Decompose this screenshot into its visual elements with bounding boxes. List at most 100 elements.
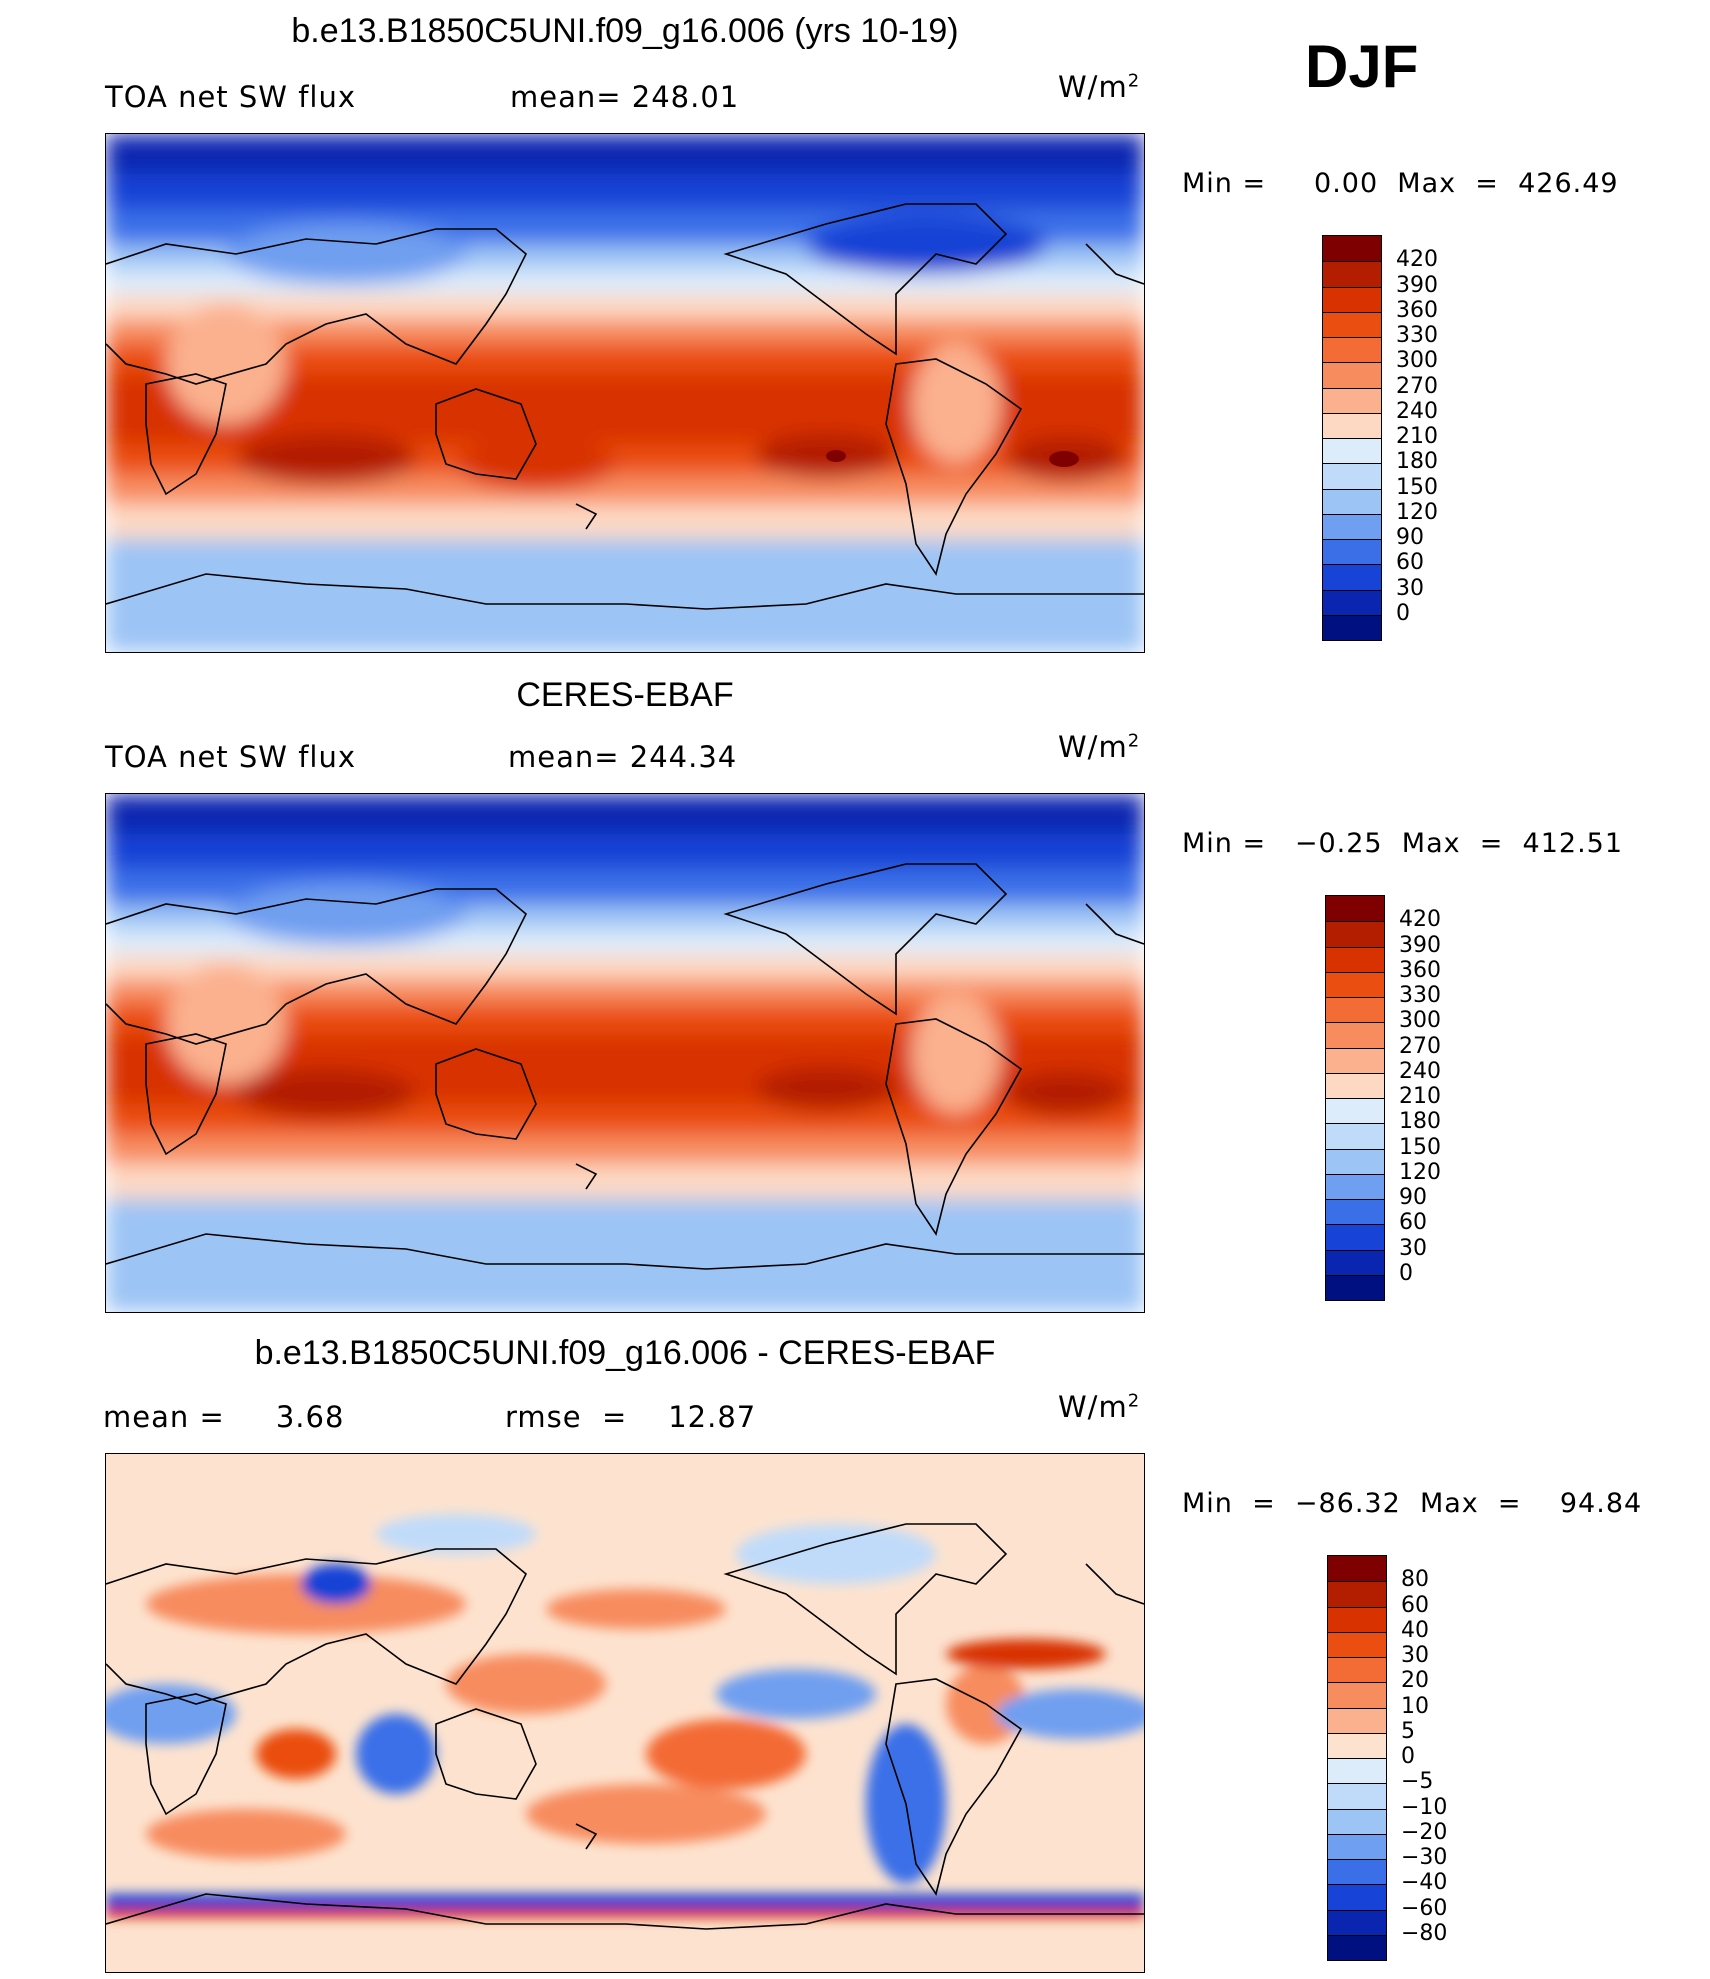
panel-3-colorbar xyxy=(1327,1555,1387,1961)
panel-1-colorbar xyxy=(1322,235,1382,641)
colorbar-segment xyxy=(1323,539,1381,565)
colorbar-tick-label: 240 xyxy=(1396,398,1438,424)
colorbar-tick-label: 120 xyxy=(1396,499,1438,525)
colorbar-tick-label: 420 xyxy=(1399,907,1441,933)
colorbar-tick-label: 80 xyxy=(1401,1567,1429,1593)
colorbar-tick-label: −30 xyxy=(1401,1845,1448,1870)
colorbar-segment xyxy=(1323,286,1381,312)
colorbar-segment xyxy=(1328,1833,1386,1859)
colorbar-segment xyxy=(1328,1732,1386,1758)
colorbar-segment xyxy=(1323,614,1381,640)
colorbar-tick-label: 120 xyxy=(1399,1159,1441,1185)
colorbar-tick-label: 60 xyxy=(1401,1592,1429,1618)
colorbar-segment xyxy=(1323,412,1381,438)
panel-2-mean-label: mean= 244.34 xyxy=(508,740,738,774)
colorbar-tick-label: 240 xyxy=(1399,1058,1441,1084)
colorbar-segment xyxy=(1328,1808,1386,1834)
panel-2-colorbar xyxy=(1325,895,1385,1301)
colorbar-tick-label: 330 xyxy=(1399,983,1441,1008)
colorbar-segment xyxy=(1326,1148,1384,1174)
colorbar-tick-label: 270 xyxy=(1399,1033,1441,1059)
panel-2-units: W/m2 xyxy=(1058,730,1141,764)
colorbar-segment xyxy=(1328,1884,1386,1910)
colorbar-tick-label: −60 xyxy=(1401,1895,1448,1921)
colorbar-segment xyxy=(1326,997,1384,1023)
colorbar-tick-label: 150 xyxy=(1396,474,1438,500)
panel-1-title: b.e13.B1850C5UNI.f09_g16.006 (yrs 10-19) xyxy=(291,12,959,50)
colorbar-segment xyxy=(1328,1682,1386,1708)
colorbar-segment xyxy=(1328,1783,1386,1809)
colorbar-segment xyxy=(1326,1072,1384,1098)
colorbar-tick-label: 180 xyxy=(1399,1109,1441,1135)
colorbar-tick-label: 390 xyxy=(1399,932,1441,958)
panel-2-minmax: Min = −0.25 Max = 412.51 xyxy=(1182,828,1624,859)
colorbar-tick-label: −5 xyxy=(1401,1769,1434,1795)
colorbar-segment xyxy=(1326,971,1384,997)
colorbar-tick-label: 0 xyxy=(1401,1744,1415,1769)
colorbar-segment xyxy=(1328,1606,1386,1632)
colorbar-tick-label: 150 xyxy=(1399,1134,1441,1160)
colorbar-segment xyxy=(1323,463,1381,489)
panel-3-rmse-label: rmse = 12.87 xyxy=(505,1400,757,1434)
colorbar-tick-label: 40 xyxy=(1401,1617,1429,1643)
colorbar-segment xyxy=(1323,236,1381,262)
colorbar-tick-label: −10 xyxy=(1401,1794,1448,1820)
colorbar-segment xyxy=(1323,362,1381,388)
panel-2-variable-label: TOA net SW flux xyxy=(105,740,357,774)
colorbar-segment xyxy=(1326,1173,1384,1199)
colorbar-segment xyxy=(1328,1657,1386,1683)
panel-1-map xyxy=(105,133,1145,653)
panel-1-variable-label: TOA net SW flux xyxy=(105,80,357,114)
colorbar-segment xyxy=(1328,1556,1386,1582)
colorbar-tick-label: 90 xyxy=(1396,525,1424,550)
colorbar-segment xyxy=(1326,1123,1384,1149)
panel-3-map-svg xyxy=(106,1454,1144,1972)
panel-2-title: CERES-EBAF xyxy=(516,676,734,714)
colorbar-tick-label: −40 xyxy=(1401,1870,1448,1896)
colorbar-segment xyxy=(1326,1199,1384,1225)
colorbar-segment xyxy=(1328,1631,1386,1657)
panel-3-map xyxy=(105,1453,1145,1973)
colorbar-segment xyxy=(1323,589,1381,615)
panel-3-mean-label: mean = 3.68 xyxy=(103,1400,345,1434)
panel-2-map-svg xyxy=(106,794,1144,1312)
colorbar-tick-label: 20 xyxy=(1401,1668,1429,1694)
colorbar-segment xyxy=(1328,1934,1386,1960)
colorbar-tick-label: 300 xyxy=(1399,1008,1441,1034)
colorbar-tick-label: 60 xyxy=(1396,550,1424,576)
colorbar-segment xyxy=(1328,1859,1386,1885)
colorbar-tick-label: 330 xyxy=(1396,323,1438,348)
colorbar-tick-label: 5 xyxy=(1401,1718,1415,1744)
panel-3-minmax: Min = −86.32 Max = 94.84 xyxy=(1182,1488,1643,1519)
colorbar-segment xyxy=(1323,337,1381,363)
panel-1-units: W/m2 xyxy=(1058,70,1141,104)
panel-2-map xyxy=(105,793,1145,1313)
colorbar-tick-label: 300 xyxy=(1396,348,1438,374)
colorbar-segment xyxy=(1328,1758,1386,1784)
panel-3-title: b.e13.B1850C5UNI.f09_g16.006 - CERES-EBA… xyxy=(254,1334,996,1372)
colorbar-tick-label: 30 xyxy=(1399,1235,1427,1261)
colorbar-tick-label: 0 xyxy=(1399,1260,1413,1286)
colorbar-tick-label: 360 xyxy=(1396,297,1438,323)
colorbar-segment xyxy=(1326,1022,1384,1048)
colorbar-segment xyxy=(1328,1909,1386,1935)
colorbar-segment xyxy=(1326,1224,1384,1250)
colorbar-tick-label: 30 xyxy=(1396,575,1424,601)
colorbar-segment xyxy=(1326,1047,1384,1073)
panel-3-units: W/m2 xyxy=(1058,1390,1141,1424)
colorbar-segment xyxy=(1323,564,1381,590)
colorbar-tick-label: 360 xyxy=(1399,957,1441,983)
panel-1-minmax: Min = 0.00 Max = 426.49 xyxy=(1182,168,1619,199)
colorbar-tick-label: 270 xyxy=(1396,373,1438,399)
colorbar-segment xyxy=(1323,311,1381,337)
colorbar-segment xyxy=(1323,261,1381,287)
colorbar-tick-label: 210 xyxy=(1396,424,1438,449)
colorbar-segment xyxy=(1326,1249,1384,1275)
colorbar-tick-label: 10 xyxy=(1401,1693,1429,1719)
colorbar-segment xyxy=(1326,946,1384,972)
colorbar-segment xyxy=(1326,896,1384,922)
colorbar-tick-label: 60 xyxy=(1399,1210,1427,1236)
colorbar-tick-label: 210 xyxy=(1399,1084,1441,1109)
panel-1-mean-label: mean= 248.01 xyxy=(510,80,740,114)
colorbar-segment xyxy=(1326,1274,1384,1300)
